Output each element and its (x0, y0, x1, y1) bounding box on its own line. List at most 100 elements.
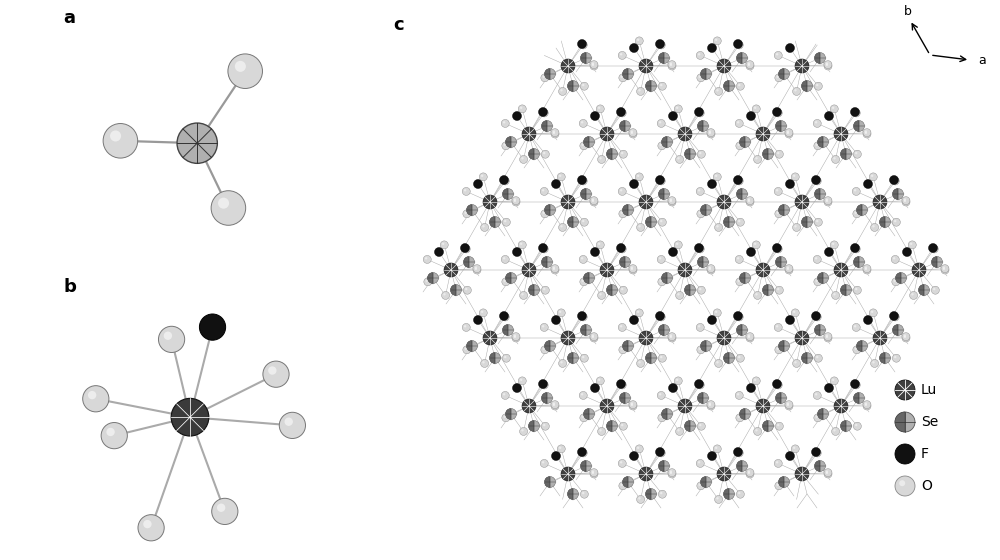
Circle shape (540, 188, 548, 195)
Circle shape (559, 223, 567, 231)
Circle shape (557, 309, 565, 317)
Circle shape (657, 449, 665, 457)
Circle shape (83, 386, 109, 412)
Circle shape (707, 400, 715, 409)
Circle shape (833, 429, 836, 432)
Circle shape (853, 286, 861, 294)
Circle shape (263, 361, 289, 388)
Circle shape (748, 472, 750, 474)
Circle shape (462, 188, 470, 195)
Circle shape (620, 189, 622, 192)
Circle shape (865, 267, 867, 269)
Circle shape (709, 130, 711, 133)
Circle shape (580, 82, 588, 90)
Circle shape (620, 246, 622, 249)
Wedge shape (568, 81, 573, 91)
Circle shape (852, 188, 860, 195)
Circle shape (621, 288, 623, 290)
Circle shape (813, 119, 821, 128)
Circle shape (852, 245, 860, 253)
Circle shape (894, 220, 896, 222)
Circle shape (662, 408, 672, 419)
Circle shape (794, 89, 797, 91)
Wedge shape (606, 421, 612, 432)
Circle shape (735, 449, 743, 457)
Circle shape (638, 225, 641, 227)
Circle shape (616, 108, 626, 116)
Circle shape (670, 334, 672, 337)
Circle shape (520, 156, 528, 164)
Circle shape (715, 175, 717, 177)
Circle shape (590, 111, 600, 120)
Circle shape (606, 421, 618, 432)
Circle shape (479, 173, 487, 181)
Circle shape (816, 84, 818, 86)
Circle shape (568, 488, 578, 500)
Circle shape (670, 472, 672, 474)
Circle shape (637, 446, 639, 449)
Circle shape (773, 380, 782, 389)
Circle shape (678, 263, 692, 277)
Circle shape (540, 245, 548, 253)
Wedge shape (740, 273, 745, 283)
Circle shape (582, 220, 584, 222)
Wedge shape (584, 137, 589, 147)
Circle shape (873, 331, 887, 345)
Circle shape (853, 422, 861, 430)
Circle shape (670, 64, 672, 66)
Circle shape (713, 173, 721, 181)
Circle shape (813, 313, 821, 321)
Circle shape (851, 108, 860, 116)
Wedge shape (542, 256, 547, 268)
Wedge shape (606, 284, 612, 296)
Circle shape (106, 428, 115, 436)
Circle shape (930, 245, 938, 253)
Wedge shape (763, 421, 768, 432)
Circle shape (658, 82, 666, 90)
Wedge shape (854, 256, 859, 268)
Circle shape (890, 175, 899, 184)
Circle shape (793, 311, 795, 313)
Circle shape (902, 197, 910, 204)
Circle shape (637, 175, 639, 177)
Circle shape (670, 198, 672, 200)
Circle shape (818, 408, 829, 419)
Circle shape (629, 266, 637, 274)
Circle shape (684, 421, 696, 432)
Circle shape (482, 225, 485, 227)
Circle shape (521, 157, 524, 160)
Circle shape (826, 198, 828, 200)
Circle shape (791, 173, 799, 181)
Circle shape (660, 220, 662, 222)
Circle shape (592, 62, 594, 65)
Circle shape (709, 132, 711, 134)
Circle shape (599, 429, 602, 432)
Wedge shape (427, 273, 433, 283)
Circle shape (670, 470, 672, 473)
Circle shape (716, 361, 719, 363)
Circle shape (795, 331, 809, 345)
Circle shape (736, 218, 744, 226)
Circle shape (481, 311, 483, 313)
Circle shape (543, 152, 545, 155)
Circle shape (904, 198, 906, 200)
Circle shape (696, 52, 704, 59)
Circle shape (756, 127, 770, 141)
Circle shape (542, 120, 552, 132)
Circle shape (864, 180, 873, 189)
Circle shape (521, 293, 524, 296)
Circle shape (698, 246, 700, 249)
Circle shape (779, 204, 790, 216)
Wedge shape (528, 148, 534, 160)
Circle shape (855, 288, 857, 290)
Circle shape (590, 334, 598, 342)
Circle shape (620, 382, 622, 385)
Circle shape (813, 391, 821, 399)
Circle shape (512, 384, 522, 393)
Circle shape (600, 127, 614, 141)
Wedge shape (620, 393, 625, 404)
Wedge shape (724, 352, 729, 363)
Circle shape (559, 175, 561, 177)
Text: O: O (921, 479, 932, 493)
Circle shape (735, 255, 743, 263)
